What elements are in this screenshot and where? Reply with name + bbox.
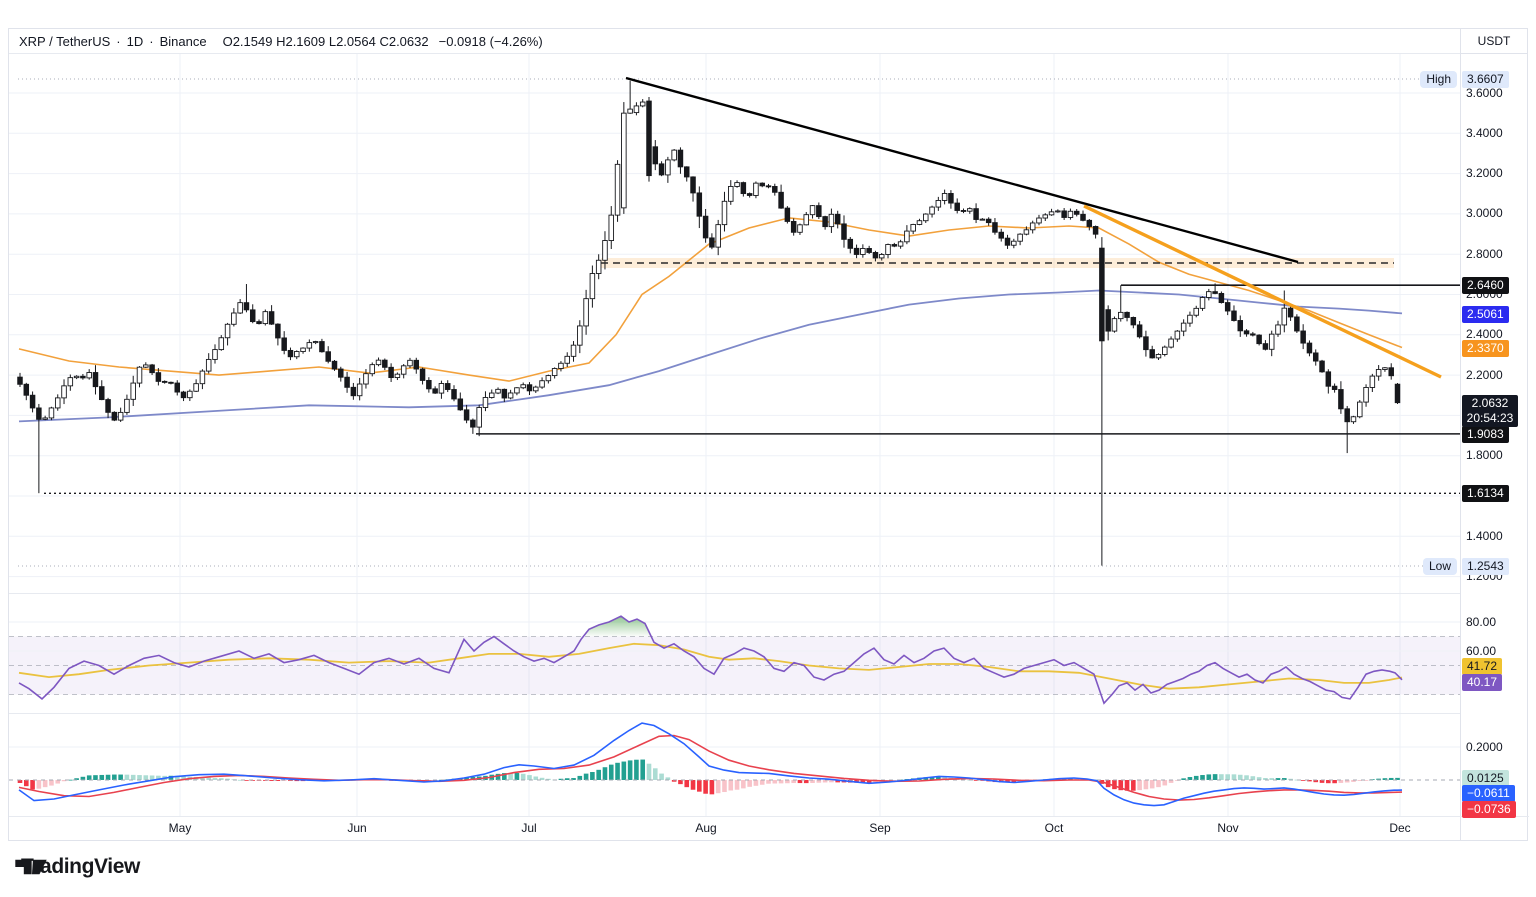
chart-legend: XRP / TetherUS · 1D · Binance O2.1549 H2…: [9, 29, 1460, 54]
interval-label[interactable]: 1D: [126, 33, 144, 49]
exchange-label: Binance: [159, 33, 207, 49]
time-axis-month-label: Aug: [695, 821, 717, 835]
ohlc-values: O2.1549 H2.1609 L2.0564 C2.0632: [222, 33, 429, 49]
macd-pane[interactable]: [9, 713, 1460, 816]
time-axis-month-label: Sep: [869, 821, 891, 835]
time-axis-month-label: Dec: [1389, 821, 1411, 835]
legend-separator-2: ·: [149, 33, 154, 49]
tradingview-logo-icon: [15, 859, 47, 875]
symbol-title[interactable]: XRP / TetherUS: [19, 33, 111, 49]
tradingview-logo[interactable]: TradingView: [14, 855, 140, 879]
price-axis-currency[interactable]: USDT: [1460, 29, 1527, 54]
chart-frame: XRP / TetherUS · 1D · Binance O2.1549 H2…: [8, 28, 1529, 841]
legend-separator-1: ·: [116, 33, 121, 49]
time-axis-month-label: Oct: [1044, 821, 1064, 835]
price-axis[interactable]: [1460, 54, 1527, 840]
tradingview-logo-text: TradingView: [21, 855, 140, 878]
time-axis-month-label: Jun: [347, 821, 367, 835]
pane-separator-rsi[interactable]: [9, 593, 1460, 594]
rsi-pane[interactable]: [9, 593, 1460, 713]
time-axis-month-label: May: [168, 821, 192, 835]
time-axis-month-label: Jul: [521, 821, 537, 835]
price-pane[interactable]: [9, 54, 1460, 593]
pane-separator-macd[interactable]: [9, 713, 1460, 714]
time-axis-month-label: Nov: [1217, 821, 1239, 835]
time-axis-separator: [9, 816, 1529, 817]
change-value: −0.0918 (−4.26%): [438, 33, 543, 49]
